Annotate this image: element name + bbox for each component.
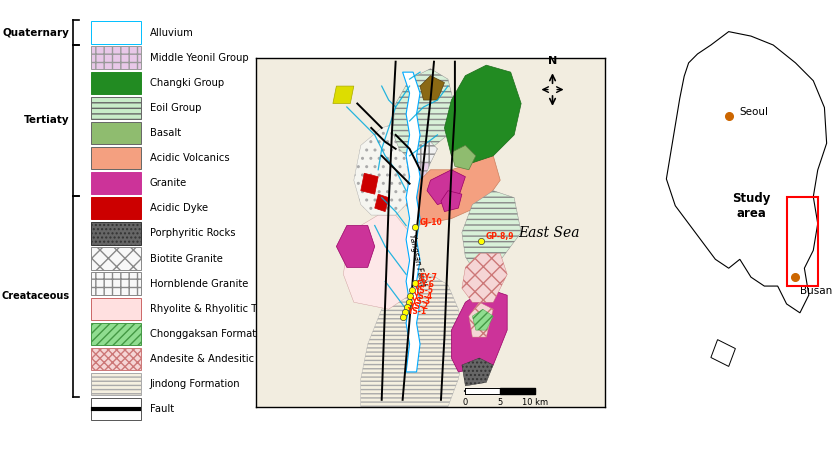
Bar (91, 272, 141, 295)
Text: Chonggaksan Formation: Chonggaksan Formation (150, 329, 271, 339)
Text: Granite: Granite (150, 178, 187, 188)
Polygon shape (469, 302, 493, 337)
Bar (91, 348, 141, 370)
Bar (91, 46, 141, 69)
Text: Acidic Dyke: Acidic Dyke (150, 203, 208, 213)
Text: Busan: Busan (800, 286, 832, 296)
Text: 10 km: 10 km (522, 398, 549, 407)
Polygon shape (361, 173, 378, 194)
Polygon shape (256, 58, 605, 407)
Polygon shape (417, 142, 438, 163)
Polygon shape (462, 253, 507, 302)
Polygon shape (462, 191, 521, 267)
Polygon shape (354, 121, 423, 215)
Text: Hornblende Granite: Hornblende Granite (150, 279, 249, 289)
Polygon shape (666, 32, 827, 313)
Text: Rhyolite & Rhyolitic Tuff: Rhyolite & Rhyolitic Tuff (150, 304, 270, 314)
Polygon shape (333, 86, 354, 104)
Text: Eoil Group: Eoil Group (150, 103, 202, 113)
Text: GP-8,9: GP-8,9 (486, 232, 514, 240)
Text: Basalt: Basalt (150, 128, 181, 138)
Text: Quaternary: Quaternary (3, 27, 69, 38)
Polygon shape (441, 191, 462, 212)
Polygon shape (451, 288, 507, 372)
Polygon shape (392, 69, 455, 156)
Bar (91, 373, 141, 395)
Polygon shape (336, 226, 375, 267)
Text: YS-1: YS-1 (407, 307, 427, 316)
Bar (91, 97, 141, 119)
Text: YS-5: YS-5 (414, 286, 433, 295)
Polygon shape (420, 76, 444, 100)
Text: Fault: Fault (150, 404, 174, 414)
Bar (91, 323, 141, 345)
Polygon shape (427, 170, 465, 205)
Bar (91, 197, 141, 219)
Polygon shape (451, 146, 475, 170)
Text: Middle Yeonil Group: Middle Yeonil Group (150, 53, 249, 63)
Bar (91, 398, 141, 420)
Bar (91, 172, 141, 194)
Polygon shape (462, 358, 493, 386)
Bar (786, 197, 818, 286)
Polygon shape (406, 149, 431, 184)
Text: YS-2: YS-2 (409, 302, 428, 311)
Text: East Sea: East Sea (518, 226, 580, 239)
Text: Andesite & Andesitic Tuff: Andesite & Andesitic Tuff (150, 354, 276, 364)
Bar (91, 298, 141, 320)
Text: 5: 5 (497, 398, 503, 407)
Bar (91, 21, 141, 44)
Bar (91, 222, 141, 245)
Text: Study
area: Study area (732, 192, 770, 220)
Polygon shape (406, 156, 500, 226)
Text: Tertiaty: Tertiaty (24, 115, 69, 126)
Text: Creataceous: Creataceous (1, 291, 69, 301)
Bar (91, 247, 141, 270)
Text: Seoul: Seoul (740, 107, 769, 117)
Polygon shape (444, 65, 521, 163)
Text: Biotite Granite: Biotite Granite (150, 253, 223, 264)
Text: GJ-10: GJ-10 (419, 218, 442, 226)
Text: Yangsan Fault: Yangsan Fault (407, 233, 427, 287)
Polygon shape (711, 339, 735, 366)
Polygon shape (375, 194, 389, 212)
Polygon shape (361, 274, 465, 407)
Text: N: N (548, 56, 557, 66)
Text: YS-3: YS-3 (411, 297, 430, 306)
Polygon shape (472, 309, 493, 330)
Polygon shape (402, 72, 420, 372)
Text: Acidic Volcanics: Acidic Volcanics (150, 153, 229, 163)
Text: EY-6: EY-6 (417, 280, 434, 289)
Text: YS-4: YS-4 (412, 292, 432, 301)
Bar (91, 72, 141, 94)
Polygon shape (344, 215, 417, 309)
Text: Porphyritic Rocks: Porphyritic Rocks (150, 228, 235, 239)
Text: Jindong Formation: Jindong Formation (150, 379, 240, 389)
Text: Changki Group: Changki Group (150, 78, 224, 88)
Text: Alluvium: Alluvium (150, 27, 194, 38)
Text: 0: 0 (463, 398, 468, 407)
Bar (91, 122, 141, 144)
Text: EY-7: EY-7 (419, 273, 437, 282)
Bar (91, 147, 141, 169)
